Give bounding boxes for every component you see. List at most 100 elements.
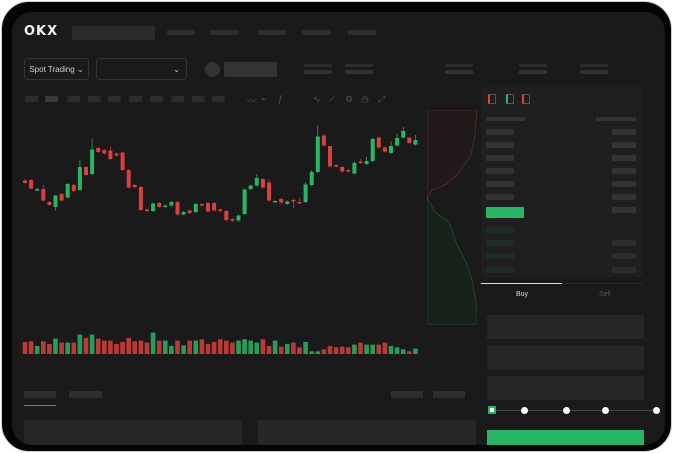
total-input[interactable] — [487, 376, 644, 400]
slider-step[interactable] — [653, 407, 660, 414]
candle-body — [84, 167, 88, 176]
orderbook-both-icon[interactable] — [488, 94, 496, 104]
volume-bar — [77, 334, 83, 354]
candle-body — [328, 146, 332, 167]
expand-icon[interactable]: ⤢ — [378, 94, 386, 104]
nav-item[interactable] — [302, 30, 331, 35]
spot-trading-label: Spot Trading — [29, 64, 75, 74]
tab-underline — [481, 283, 562, 284]
chart-interval-option[interactable] — [171, 96, 184, 102]
slider-step[interactable] — [521, 407, 528, 414]
candle-body — [334, 165, 339, 167]
volume-bar — [187, 340, 192, 354]
volume-bar — [376, 344, 382, 354]
chart-interval-option[interactable] — [108, 96, 121, 102]
draw-icon[interactable]: ⟋ — [329, 94, 336, 104]
candle-body — [187, 210, 192, 214]
line-tool-icon[interactable]: 〰 — [247, 96, 257, 106]
candle-body — [413, 140, 418, 145]
search-bar[interactable] — [72, 26, 155, 40]
nav-item[interactable] — [348, 30, 376, 35]
ask-price — [486, 181, 514, 187]
chart-interval-option[interactable] — [88, 96, 101, 102]
settings-icon[interactable]: ⚙ — [345, 94, 354, 104]
bid-depth — [427, 197, 477, 325]
buy-submit-button[interactable] — [487, 430, 644, 445]
slider-step[interactable] — [602, 407, 609, 414]
okx-logo[interactable]: OKX — [24, 24, 59, 39]
volume-bar — [285, 343, 290, 354]
spot-trading-button[interactable]: Spot Trading ⌄ — [24, 58, 89, 80]
ask-amount — [612, 181, 636, 187]
nav-item[interactable] — [210, 30, 239, 35]
ask-price — [486, 155, 514, 161]
volume-bar — [175, 340, 180, 354]
slider-step[interactable] — [563, 407, 570, 414]
tab-buy[interactable]: Buy — [516, 291, 529, 298]
wave-icon[interactable]: ∿ — [313, 94, 321, 104]
chart-interval-option[interactable] — [45, 96, 58, 102]
candle-body — [358, 161, 363, 164]
chart-interval-option[interactable] — [25, 96, 38, 102]
pair-name — [224, 62, 277, 77]
amount-input[interactable] — [487, 346, 644, 370]
price-input[interactable] — [487, 315, 644, 339]
fx-icon[interactable]: ƒ — [278, 94, 284, 104]
bid-price — [486, 227, 514, 233]
volume-bar — [266, 345, 272, 354]
ask-amount — [612, 129, 636, 135]
volume-bar — [272, 340, 278, 354]
indicator-icon[interactable]: ⌁ — [261, 94, 267, 104]
candle-body — [382, 147, 387, 152]
candle-body — [59, 194, 64, 201]
bottom-tab-open-orders[interactable] — [24, 391, 56, 398]
volume-bar — [89, 334, 95, 354]
candle-body — [71, 185, 76, 192]
nav-item[interactable] — [167, 30, 195, 35]
slider-handle[interactable] — [488, 406, 496, 414]
volume-bar — [364, 344, 369, 354]
candle-body — [90, 149, 95, 175]
stat-label — [519, 64, 547, 67]
orderbook-bids-icon[interactable] — [506, 94, 514, 104]
chart-interval-option[interactable] — [150, 96, 163, 102]
chevron-down-icon: ⌄ — [173, 64, 180, 74]
bottom-tab-underline — [24, 405, 56, 406]
candle-body — [102, 150, 107, 154]
bottom-tab[interactable] — [69, 391, 102, 398]
chart-interval-option[interactable] — [212, 96, 225, 102]
price-chart[interactable] — [17, 110, 427, 370]
volume-bar — [144, 342, 150, 354]
stat-value — [345, 70, 373, 74]
bid-amount — [612, 240, 636, 246]
volume-bar — [22, 341, 28, 354]
volume-bar — [199, 339, 205, 354]
stat-value — [519, 70, 547, 74]
bottom-action[interactable] — [391, 391, 423, 398]
volume-bar — [114, 343, 119, 354]
clock-icon[interactable]: ◷ — [361, 94, 369, 104]
volume-bar — [400, 349, 406, 354]
chart-interval-option[interactable] — [192, 96, 205, 102]
volume-bar — [34, 345, 40, 354]
volume-bar — [108, 340, 113, 354]
stat-label — [580, 64, 608, 67]
pair-dropdown[interactable]: ⌄ — [96, 58, 187, 80]
volume-bar — [193, 340, 199, 354]
bid-price — [486, 253, 514, 259]
candle-body — [309, 172, 314, 186]
orderbook-asks-icon[interactable] — [522, 94, 530, 104]
orderbook-header-price — [486, 117, 525, 121]
chart-interval-option[interactable] — [129, 96, 142, 102]
amount-slider[interactable] — [492, 410, 657, 411]
chart-interval-option[interactable] — [67, 96, 80, 102]
nav-item[interactable] — [258, 30, 286, 35]
ask-price — [486, 168, 514, 174]
candle-body — [407, 137, 412, 144]
tab-sell[interactable]: Sell — [599, 291, 611, 298]
candle-body — [321, 135, 326, 146]
candle-body — [218, 209, 223, 212]
bottom-action[interactable] — [433, 391, 465, 398]
candle-body — [254, 178, 259, 186]
candle-body — [376, 137, 381, 148]
